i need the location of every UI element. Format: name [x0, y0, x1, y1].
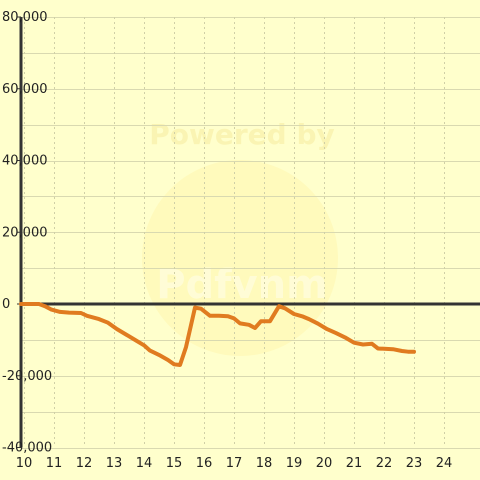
- x-tick-label: 18: [256, 456, 273, 471]
- x-tick-label: 13: [106, 456, 123, 471]
- x-tick-label: 22: [376, 456, 393, 471]
- y-tick-label: -40,000: [2, 441, 52, 456]
- y-tick-label: 80,000: [2, 10, 48, 25]
- watermark: Powered by Pdfvnm: [142, 118, 338, 356]
- series-layer: [19, 302, 416, 367]
- y-tick-label: -20,000: [2, 369, 52, 384]
- tick-labels: -40,000 -20,000 0 20,000 40,000 60,000 80,000 1…: [2, 10, 452, 471]
- x-tick-label: 17: [226, 456, 243, 471]
- x-tick-label: 21: [346, 456, 363, 471]
- watermark-line2: Pdfvnm: [156, 262, 328, 308]
- x-tick-label: 10: [16, 456, 33, 471]
- y-tick-label: 0: [2, 297, 10, 312]
- x-tick-label: 12: [76, 456, 93, 471]
- grid: [21, 17, 480, 449]
- y-tick-label: 20,000: [2, 225, 48, 240]
- x-tick-label: 23: [406, 456, 423, 471]
- watermark-line1: Powered by: [149, 118, 335, 151]
- watermark-circle: [142, 160, 338, 356]
- x-tick-label: 14: [136, 456, 153, 471]
- series-line-0: [19, 302, 416, 367]
- y-tick-label: 60,000: [2, 82, 48, 97]
- y-tick-label: 40,000: [2, 154, 48, 169]
- x-tick-label: 24: [436, 456, 453, 471]
- x-tick-label: 16: [196, 456, 213, 471]
- axes: [17, 16, 480, 448]
- x-tick-label: 11: [46, 456, 63, 471]
- x-tick-label: 19: [286, 456, 303, 471]
- x-tick-label: 15: [166, 456, 183, 471]
- x-tick-label: 20: [316, 456, 333, 471]
